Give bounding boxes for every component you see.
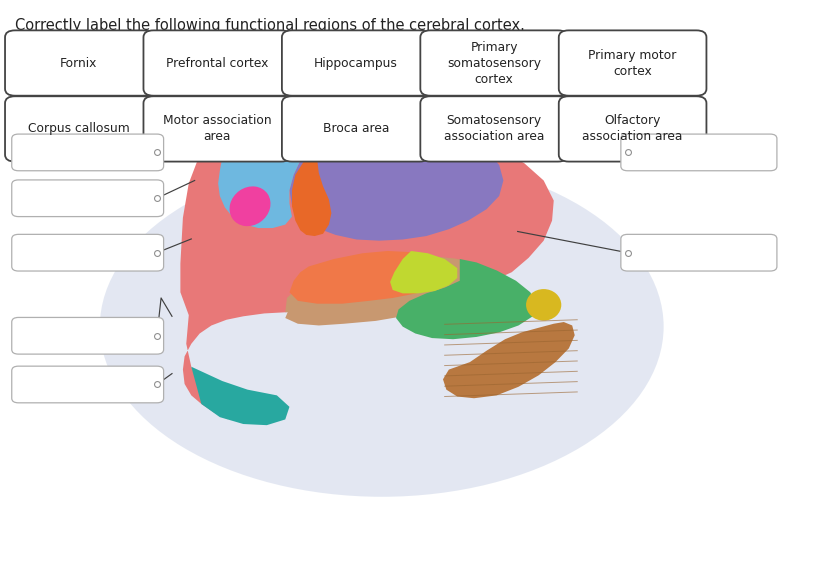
FancyBboxPatch shape xyxy=(621,234,777,271)
Text: Motor association
area: Motor association area xyxy=(163,115,272,143)
Polygon shape xyxy=(289,251,457,304)
Point xyxy=(621,248,634,257)
Text: Primary
somatosensory
cortex: Primary somatosensory cortex xyxy=(447,41,541,85)
FancyBboxPatch shape xyxy=(559,30,706,96)
Polygon shape xyxy=(443,322,575,398)
Polygon shape xyxy=(180,123,554,419)
Point xyxy=(150,380,164,389)
FancyBboxPatch shape xyxy=(282,30,430,96)
FancyBboxPatch shape xyxy=(12,134,164,171)
Ellipse shape xyxy=(230,186,270,226)
Text: Correctly label the following functional regions of the cerebral cortex.: Correctly label the following functional… xyxy=(15,18,525,33)
FancyBboxPatch shape xyxy=(621,134,777,171)
FancyBboxPatch shape xyxy=(12,180,164,217)
Ellipse shape xyxy=(526,289,561,321)
Text: Hippocampus: Hippocampus xyxy=(314,57,398,69)
FancyBboxPatch shape xyxy=(5,30,153,96)
FancyBboxPatch shape xyxy=(282,96,430,162)
Text: Fornix: Fornix xyxy=(60,57,97,69)
FancyBboxPatch shape xyxy=(143,96,291,162)
FancyBboxPatch shape xyxy=(143,30,291,96)
Point xyxy=(150,194,164,203)
Ellipse shape xyxy=(100,156,664,497)
Text: Corpus callosum: Corpus callosum xyxy=(28,123,130,135)
Point xyxy=(150,248,164,257)
Polygon shape xyxy=(191,367,289,425)
Polygon shape xyxy=(289,119,503,241)
Polygon shape xyxy=(218,127,309,228)
Text: Prefrontal cortex: Prefrontal cortex xyxy=(166,57,268,69)
FancyBboxPatch shape xyxy=(559,96,706,162)
Polygon shape xyxy=(285,257,472,325)
Point xyxy=(150,148,164,157)
Polygon shape xyxy=(285,257,485,312)
Text: Somatosensory
association area: Somatosensory association area xyxy=(444,115,545,143)
FancyBboxPatch shape xyxy=(420,30,568,96)
FancyBboxPatch shape xyxy=(420,96,568,162)
Text: Olfactory
association area: Olfactory association area xyxy=(582,115,683,143)
Point xyxy=(621,148,634,157)
FancyBboxPatch shape xyxy=(12,317,164,354)
FancyBboxPatch shape xyxy=(12,234,164,271)
Polygon shape xyxy=(390,251,457,293)
Text: Primary motor
cortex: Primary motor cortex xyxy=(588,49,677,77)
Point xyxy=(150,331,164,340)
FancyBboxPatch shape xyxy=(12,366,164,403)
Polygon shape xyxy=(396,259,537,339)
FancyBboxPatch shape xyxy=(5,96,153,162)
Polygon shape xyxy=(292,129,331,236)
Text: Broca area: Broca area xyxy=(322,123,389,135)
